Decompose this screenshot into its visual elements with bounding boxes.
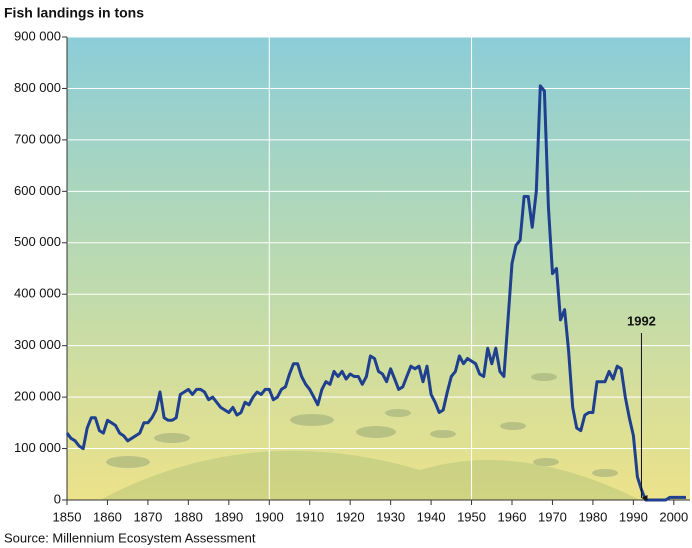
x-tick-label: 1980 bbox=[578, 509, 607, 524]
y-tick-label: 200 000 bbox=[14, 389, 61, 404]
y-tick-label: 800 000 bbox=[14, 80, 61, 95]
x-tick-label: 1900 bbox=[255, 509, 284, 524]
decoration bbox=[100, 373, 640, 500]
y-tick-label: 700 000 bbox=[14, 131, 61, 146]
y-tick-label: 400 000 bbox=[14, 286, 61, 301]
x-tick-label: 1960 bbox=[498, 509, 527, 524]
data-line bbox=[65, 84, 686, 502]
y-tick-label: 900 000 bbox=[14, 28, 61, 43]
y-tick-label: 100 000 bbox=[14, 440, 61, 455]
x-tick-label: 1890 bbox=[214, 509, 243, 524]
x-tick-label: 1930 bbox=[376, 509, 405, 524]
y-tick-label: 600 000 bbox=[14, 183, 61, 198]
x-tick-label: 1990 bbox=[619, 509, 648, 524]
x-tick-label: 1920 bbox=[336, 509, 365, 524]
x-tick-label: 1860 bbox=[93, 509, 122, 524]
y-tick-label: 500 000 bbox=[14, 234, 61, 249]
x-tick-label: 1940 bbox=[417, 509, 446, 524]
plot-background bbox=[67, 37, 690, 500]
x-tick-label: 1850 bbox=[53, 509, 82, 524]
x-tick-label: 1870 bbox=[133, 509, 162, 524]
chart-title: Fish landings in tons bbox=[4, 5, 144, 21]
y-tick-label: 0 bbox=[54, 491, 61, 506]
x-tick-label: 2000 bbox=[659, 509, 688, 524]
source: Source: Millennium Ecosystem Assessment bbox=[4, 530, 256, 545]
x-tick-label: 1910 bbox=[295, 509, 324, 524]
annotation-label: 1992 bbox=[627, 313, 656, 328]
x-tick-label: 1970 bbox=[538, 509, 567, 524]
x-tick-label: 1880 bbox=[174, 509, 203, 524]
y-tick-label: 300 000 bbox=[14, 337, 61, 352]
x-tick-label: 1950 bbox=[457, 509, 486, 524]
